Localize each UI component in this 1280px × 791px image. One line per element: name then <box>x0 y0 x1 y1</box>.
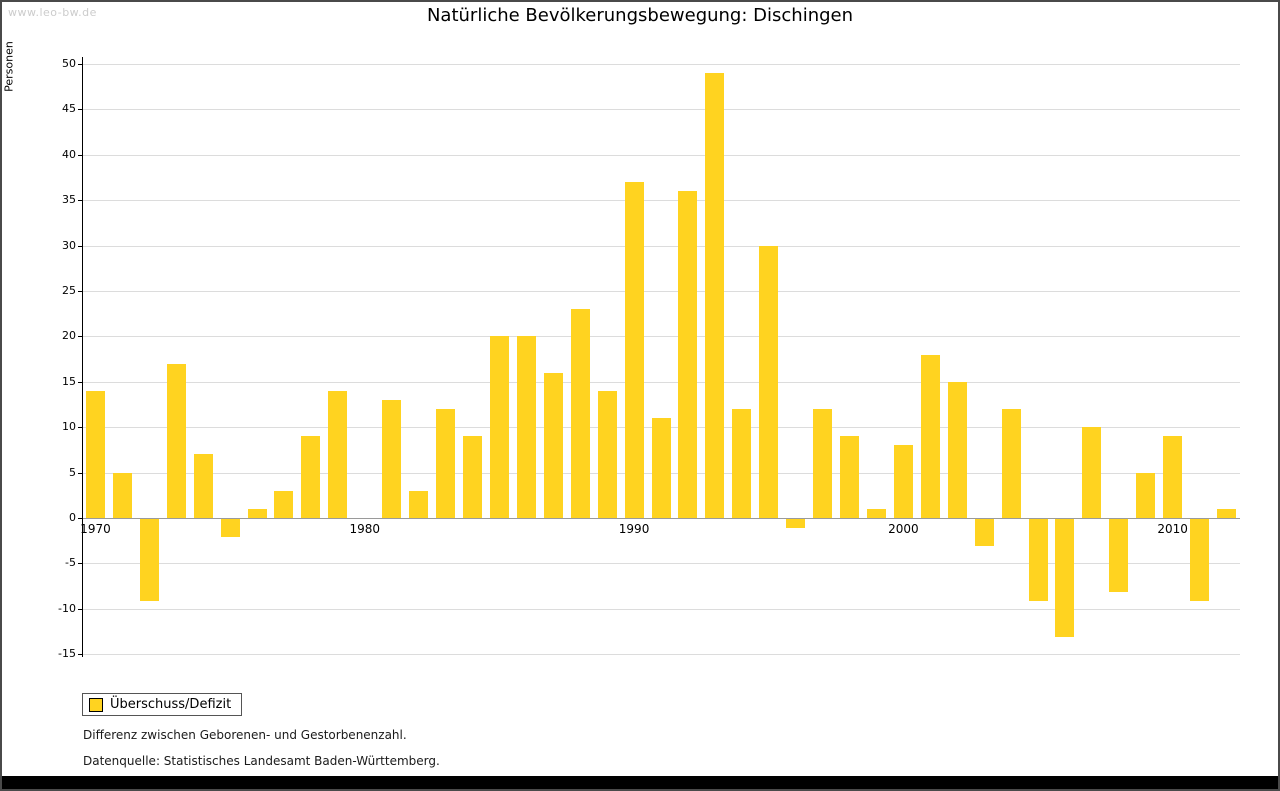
gridline <box>82 381 1240 383</box>
bar-1986 <box>516 336 536 518</box>
y-axis-title: Personen <box>2 41 16 92</box>
y-tick-label: 30 <box>62 238 76 252</box>
x-tick-label-1990: 1990 <box>618 522 650 536</box>
bar-1978 <box>301 436 321 518</box>
bar-1982 <box>409 490 429 518</box>
y-tick-label: 5 <box>69 465 76 479</box>
gridline <box>82 245 1240 247</box>
y-axis-line <box>82 57 83 657</box>
y-tick-label: -15 <box>58 647 76 661</box>
y-axis-tick <box>78 563 82 565</box>
bar-1983 <box>436 409 456 518</box>
gridline <box>82 608 1240 610</box>
bar-1976 <box>247 508 267 518</box>
y-tick-label: 0 <box>69 511 76 524</box>
bar-2012 <box>1217 508 1237 518</box>
bar-2009 <box>1136 472 1156 518</box>
bar-1977 <box>274 490 294 518</box>
x-tick-label-1970: 1970 <box>80 522 111 536</box>
y-axis-tick <box>78 427 82 429</box>
footer-bar <box>2 776 1278 789</box>
y-tick-label: 20 <box>62 329 76 343</box>
y-tick-label: 15 <box>62 374 76 388</box>
y-axis-tick <box>78 154 82 156</box>
bar-1975 <box>220 519 240 538</box>
bar-1992 <box>678 191 698 518</box>
y-tick-label: -10 <box>58 601 76 615</box>
bar-1971 <box>112 472 132 518</box>
bar-1973 <box>166 363 186 518</box>
bar-1987 <box>543 372 563 518</box>
y-tick-label: 45 <box>62 102 76 116</box>
y-tick-label: -5 <box>65 556 76 570</box>
bar-1984 <box>462 436 482 518</box>
bar-1985 <box>489 336 509 518</box>
bar-2007 <box>1082 427 1102 518</box>
gridline <box>82 64 1240 65</box>
bar-2001 <box>920 354 940 518</box>
y-axis-tick <box>78 518 82 519</box>
gridline <box>82 654 1240 656</box>
y-tick-label: 40 <box>62 147 76 161</box>
bar-1972 <box>139 519 159 601</box>
bar-2005 <box>1028 519 1048 601</box>
bar-2006 <box>1055 519 1075 638</box>
bar-1981 <box>382 399 402 518</box>
legend-label: Überschuss/Defizit <box>110 697 232 712</box>
y-axis-tick <box>78 608 82 610</box>
bar-1993 <box>705 73 725 518</box>
bar-1991 <box>651 418 671 518</box>
bar-1988 <box>570 309 590 518</box>
watermark-text: www.leo-bw.de <box>8 6 97 19</box>
gridline <box>82 336 1240 338</box>
x-tick-label-1980: 1980 <box>349 522 381 536</box>
gridline <box>82 563 1240 565</box>
x-tick-label-2010: 2010 <box>1157 522 1188 536</box>
bar-2010 <box>1163 436 1183 518</box>
legend: Überschuss/Defizit <box>82 693 243 716</box>
bar-1979 <box>328 390 348 518</box>
x-tick-label-2000: 2000 <box>888 522 919 536</box>
footnote-definition: Differenz zwischen Geborenen- und Gestor… <box>83 728 407 742</box>
gridline <box>82 291 1240 292</box>
y-axis-tick <box>78 200 82 202</box>
y-axis-tick <box>78 472 82 474</box>
footnote-source: Datenquelle: Statistisches Landesamt Bad… <box>83 754 440 768</box>
gridline <box>82 200 1240 202</box>
bar-2004 <box>1001 409 1021 518</box>
legend-swatch <box>89 697 103 712</box>
y-axis-tick <box>78 336 82 338</box>
y-axis-tick <box>78 245 82 247</box>
y-axis-tick <box>78 381 82 383</box>
bar-1999 <box>866 508 886 518</box>
y-axis-tick <box>78 109 82 111</box>
bar-1994 <box>732 409 752 518</box>
bar-1996 <box>786 519 806 529</box>
chart-title: Natürliche Bevölkerungsbewegung: Dischin… <box>426 5 854 26</box>
bar-2008 <box>1109 519 1129 592</box>
y-tick-label: 25 <box>62 284 76 297</box>
bar-2011 <box>1190 519 1210 601</box>
bar-1997 <box>813 409 833 518</box>
bar-1995 <box>759 245 779 518</box>
bar-2002 <box>947 381 967 518</box>
bar-1998 <box>840 436 859 518</box>
bar-1989 <box>597 390 617 518</box>
gridline <box>82 154 1240 156</box>
y-tick-label: 10 <box>62 420 76 434</box>
y-axis-tick <box>78 654 82 656</box>
y-tick-label: 50 <box>62 57 76 70</box>
y-tick-label: 35 <box>62 193 76 207</box>
bar-1970 <box>85 390 105 518</box>
y-axis-tick <box>78 291 82 292</box>
bar-2003 <box>974 519 994 547</box>
zero-gridline <box>82 518 1240 519</box>
bar-1990 <box>624 182 644 518</box>
y-axis-tick <box>78 64 82 65</box>
plot-area: 1970 1980 1990 2000 2010 <box>80 57 1240 657</box>
bar-2000 <box>893 445 913 518</box>
gridline <box>82 109 1240 111</box>
bar-1974 <box>193 454 213 518</box>
